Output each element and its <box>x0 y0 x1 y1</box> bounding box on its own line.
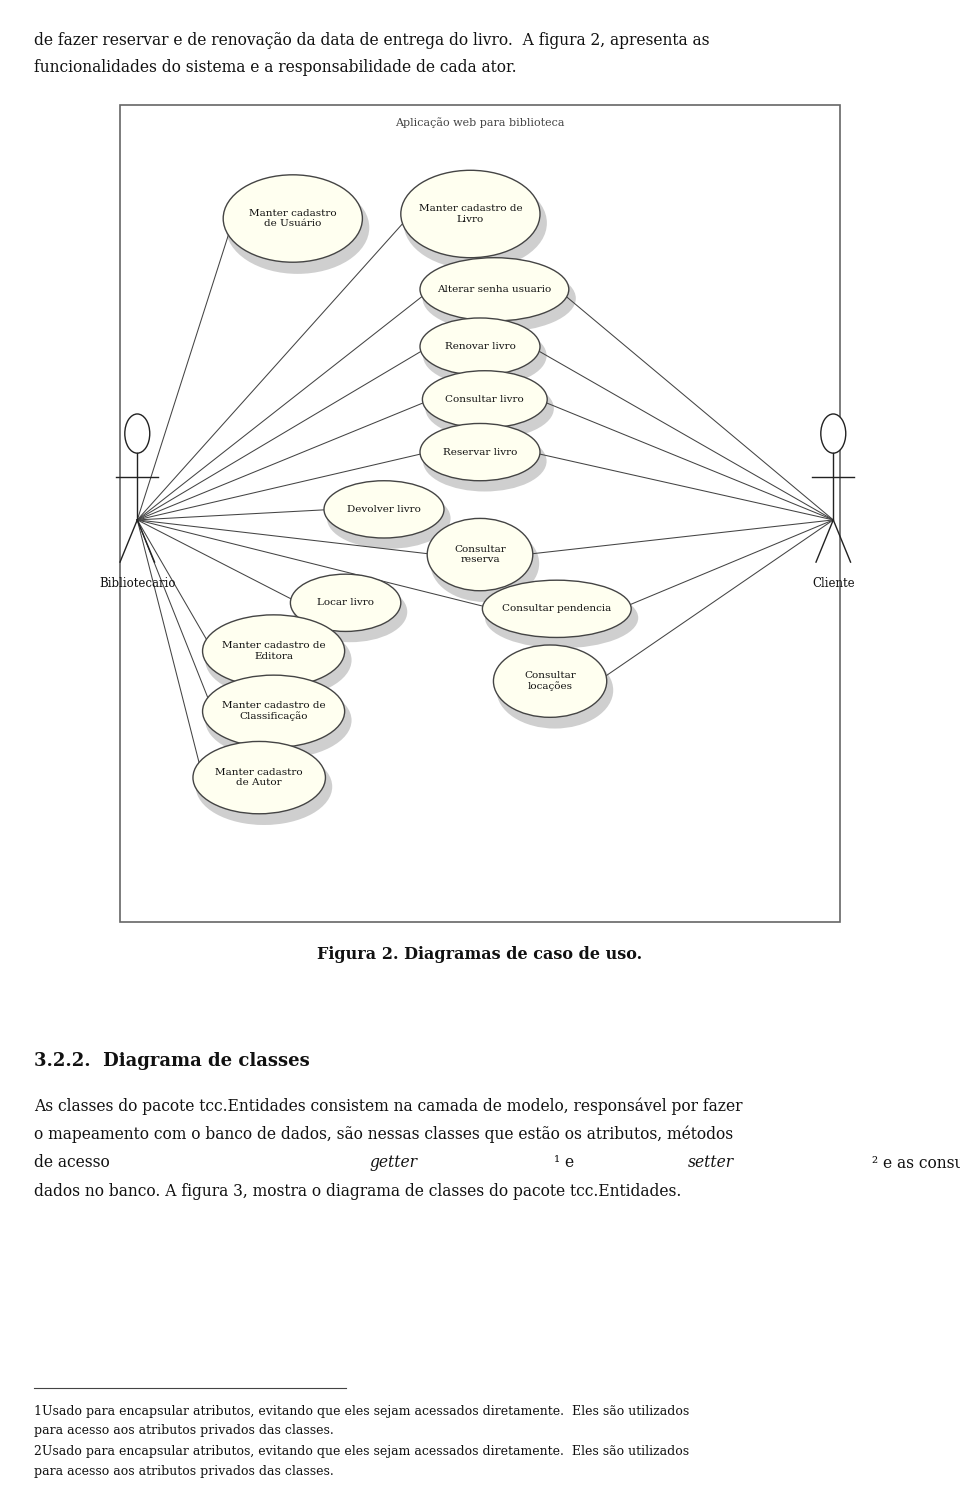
Ellipse shape <box>294 582 407 642</box>
Text: 3.2.2.  Diagrama de classes: 3.2.2. Diagrama de classes <box>34 1052 309 1070</box>
Ellipse shape <box>425 378 554 439</box>
Text: Aplicação web para biblioteca: Aplicação web para biblioteca <box>396 118 564 128</box>
Ellipse shape <box>485 588 638 648</box>
Text: Manter cadastro
de Autor: Manter cadastro de Autor <box>215 769 303 787</box>
Text: ¹ e: ¹ e <box>554 1154 579 1171</box>
Text: de fazer reservar e de renovação da data de entrega do livro.  A figura 2, apres: de fazer reservar e de renovação da data… <box>34 32 709 48</box>
Text: Bibliotecario: Bibliotecario <box>99 577 176 591</box>
Bar <box>120 105 840 922</box>
Ellipse shape <box>420 258 568 321</box>
Ellipse shape <box>205 622 351 698</box>
Ellipse shape <box>327 488 450 549</box>
Text: Consultar livro: Consultar livro <box>445 395 524 404</box>
Ellipse shape <box>324 481 444 538</box>
Ellipse shape <box>420 423 540 481</box>
Text: para acesso aos atributos privados das classes.: para acesso aos atributos privados das c… <box>34 1424 333 1438</box>
Ellipse shape <box>422 265 576 332</box>
Text: As classes do pacote tcc.Entidades consistem na camada de modelo, responsável po: As classes do pacote tcc.Entidades consi… <box>34 1097 742 1115</box>
Ellipse shape <box>403 176 547 270</box>
Ellipse shape <box>422 371 547 428</box>
Circle shape <box>125 414 150 454</box>
Ellipse shape <box>482 580 632 637</box>
Ellipse shape <box>400 170 540 258</box>
Ellipse shape <box>290 574 400 631</box>
Text: Alterar senha usuario: Alterar senha usuario <box>437 285 552 294</box>
Ellipse shape <box>205 683 351 758</box>
Ellipse shape <box>420 318 540 375</box>
Text: Consultar pendencia: Consultar pendencia <box>502 604 612 613</box>
Text: o mapeamento com o banco de dados, são nessas classes que estão os atributos, mé: o mapeamento com o banco de dados, são n… <box>34 1126 732 1144</box>
Ellipse shape <box>493 645 607 717</box>
Ellipse shape <box>423 326 546 386</box>
Ellipse shape <box>223 175 362 262</box>
Ellipse shape <box>193 741 325 814</box>
Text: para acesso aos atributos privados das classes.: para acesso aos atributos privados das c… <box>34 1465 333 1478</box>
Ellipse shape <box>496 653 613 728</box>
Text: 1Usado para encapsular atributos, evitando que eles sejam acessados diretamente.: 1Usado para encapsular atributos, evitan… <box>34 1405 689 1418</box>
Text: funcionalidades do sistema e a responsabilidade de cada ator.: funcionalidades do sistema e a responsab… <box>34 59 516 75</box>
Text: de acesso: de acesso <box>34 1154 114 1171</box>
Ellipse shape <box>196 749 332 824</box>
Text: Manter cadastro de
Classificação: Manter cadastro de Classificação <box>222 701 325 722</box>
Ellipse shape <box>423 431 546 491</box>
Text: Manter cadastro de
Livro: Manter cadastro de Livro <box>419 205 522 223</box>
Text: Devolver livro: Devolver livro <box>348 505 420 514</box>
Text: Reservar livro: Reservar livro <box>443 448 517 457</box>
Ellipse shape <box>203 675 345 747</box>
Text: Locar livro: Locar livro <box>317 598 374 607</box>
Text: setter: setter <box>687 1154 733 1171</box>
Text: Renovar livro: Renovar livro <box>444 342 516 351</box>
Text: Cliente: Cliente <box>812 577 854 591</box>
Text: dados no banco. A figura 3, mostra o diagrama de classes do pacote tcc.Entidades: dados no banco. A figura 3, mostra o dia… <box>34 1183 681 1200</box>
Ellipse shape <box>203 615 345 687</box>
Ellipse shape <box>427 518 533 591</box>
Text: getter: getter <box>369 1154 417 1171</box>
Ellipse shape <box>226 181 370 274</box>
Ellipse shape <box>430 526 540 601</box>
Text: 2Usado para encapsular atributos, evitando que eles sejam acessados diretamente.: 2Usado para encapsular atributos, evitan… <box>34 1445 688 1459</box>
Text: ² e as consultas aos dados e também realizam a persistência dos: ² e as consultas aos dados e também real… <box>873 1154 960 1172</box>
Text: Manter cadastro
de Usuário: Manter cadastro de Usuário <box>249 209 337 228</box>
Text: Consultar
locações: Consultar locações <box>524 671 576 692</box>
Text: Manter cadastro de
Editora: Manter cadastro de Editora <box>222 642 325 660</box>
Circle shape <box>821 414 846 454</box>
Text: Consultar
reserva: Consultar reserva <box>454 546 506 564</box>
Text: Figura 2. Diagramas de caso de uso.: Figura 2. Diagramas de caso de uso. <box>318 946 642 963</box>
